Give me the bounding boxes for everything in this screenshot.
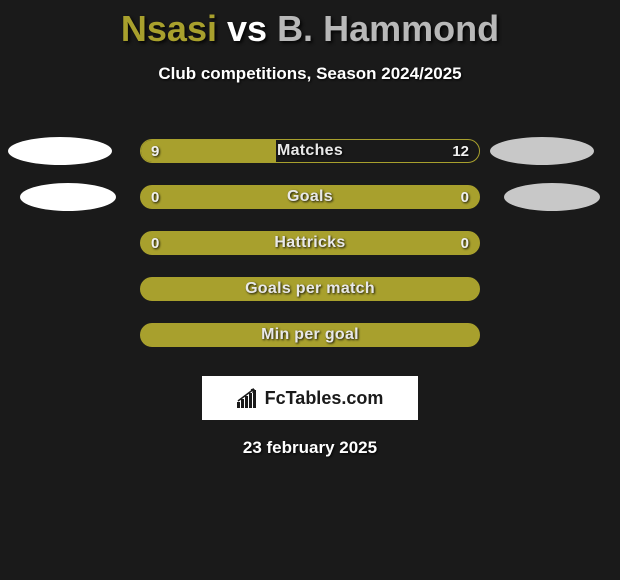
stat-bar: 912Matches bbox=[140, 139, 480, 163]
stat-bar: Goals per match bbox=[140, 277, 480, 301]
player2-marker bbox=[504, 183, 600, 211]
stat-bar: 00Goals bbox=[140, 185, 480, 209]
stat-row: 00Goals bbox=[0, 174, 620, 220]
stat-label: Hattricks bbox=[141, 232, 479, 254]
stat-label: Matches bbox=[141, 140, 479, 162]
stat-row: Min per goal bbox=[0, 312, 620, 358]
player2-name: B. Hammond bbox=[277, 8, 499, 49]
player1-name: Nsasi bbox=[121, 8, 217, 49]
stat-bar: 00Hattricks bbox=[140, 231, 480, 255]
stat-row: Goals per match bbox=[0, 266, 620, 312]
signal-bars-icon bbox=[237, 388, 259, 408]
stat-label: Goals per match bbox=[141, 278, 479, 300]
date-label: 23 february 2025 bbox=[0, 438, 620, 458]
stat-label: Min per goal bbox=[141, 324, 479, 346]
vs-separator: vs bbox=[227, 8, 267, 49]
comparison-title: Nsasi vs B. Hammond bbox=[0, 0, 620, 50]
stat-row: 00Hattricks bbox=[0, 220, 620, 266]
player1-marker bbox=[8, 137, 112, 165]
stat-label: Goals bbox=[141, 186, 479, 208]
source-logo: FcTables.com bbox=[202, 376, 418, 420]
player2-marker bbox=[490, 137, 594, 165]
stat-bar: Min per goal bbox=[140, 323, 480, 347]
stat-row: 912Matches bbox=[0, 128, 620, 174]
stats-container: 912Matches 00Goals 00Hattricks Goals per ma… bbox=[0, 128, 620, 358]
subtitle: Club competitions, Season 2024/2025 bbox=[0, 64, 620, 84]
logo-text: FcTables.com bbox=[265, 388, 384, 409]
player1-marker bbox=[20, 183, 116, 211]
